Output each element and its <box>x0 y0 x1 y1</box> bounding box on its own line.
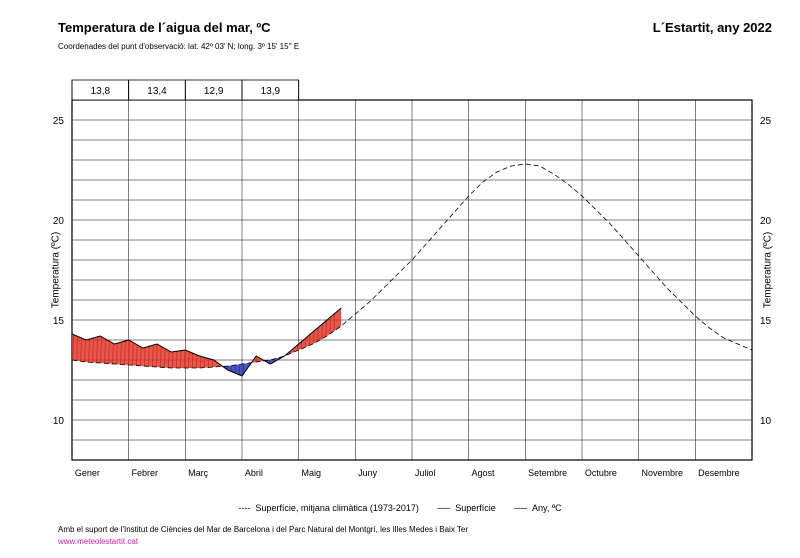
footer-text: Amb el suport de l'Institut de Ciències … <box>58 525 468 534</box>
y-tick: 15 <box>53 316 65 327</box>
month-avg-value: 13,4 <box>147 86 167 97</box>
sea-temp-chart: 10 10 15 15 20 20 25 25 Gener Febrer Març Abril Maig… <box>0 0 800 558</box>
month-label: Gener <box>75 468 100 478</box>
month-label: Setembre <box>528 468 567 478</box>
month-label: Agost <box>472 468 496 478</box>
month-label: Juny <box>358 468 378 478</box>
y-tick: 25 <box>760 116 772 127</box>
month-avg-value: 13,9 <box>261 86 281 97</box>
y-tick: 20 <box>53 216 65 227</box>
month-label: Febrer <box>132 468 159 478</box>
y-tick: 20 <box>760 216 772 227</box>
footer-link[interactable]: www.meteolestartit.cat <box>58 537 138 546</box>
y-tick: 10 <box>53 416 65 427</box>
y-tick: 25 <box>53 116 65 127</box>
month-label: Maig <box>302 468 322 478</box>
month-avg-value: 12,9 <box>204 86 224 97</box>
month-label: Novembre <box>642 468 684 478</box>
month-label: Octubre <box>585 468 617 478</box>
month-label: Desembre <box>698 468 740 478</box>
y-tick: 10 <box>760 416 772 427</box>
y-tick: 15 <box>760 316 772 327</box>
legend-item-2: Any, ºC <box>532 503 562 513</box>
month-label: Març <box>188 468 208 478</box>
month-label: Juliol <box>415 468 436 478</box>
legend-item-0: Superfície, mitjana climàtica (1973-2017… <box>255 503 419 513</box>
month-avg-value: 13,8 <box>91 86 111 97</box>
y-axis-label-left: Temperatura (ºC) <box>51 232 62 308</box>
legend: ---- Superfície, mitjana climàtica (1973… <box>0 503 800 513</box>
month-label: Abril <box>245 468 263 478</box>
legend-item-1: Superfície <box>455 503 496 513</box>
y-axis-label-right: Temperatura (ºC) <box>762 232 773 308</box>
page: Temperatura de l´aigua del mar, ºC L´Est… <box>0 0 800 558</box>
